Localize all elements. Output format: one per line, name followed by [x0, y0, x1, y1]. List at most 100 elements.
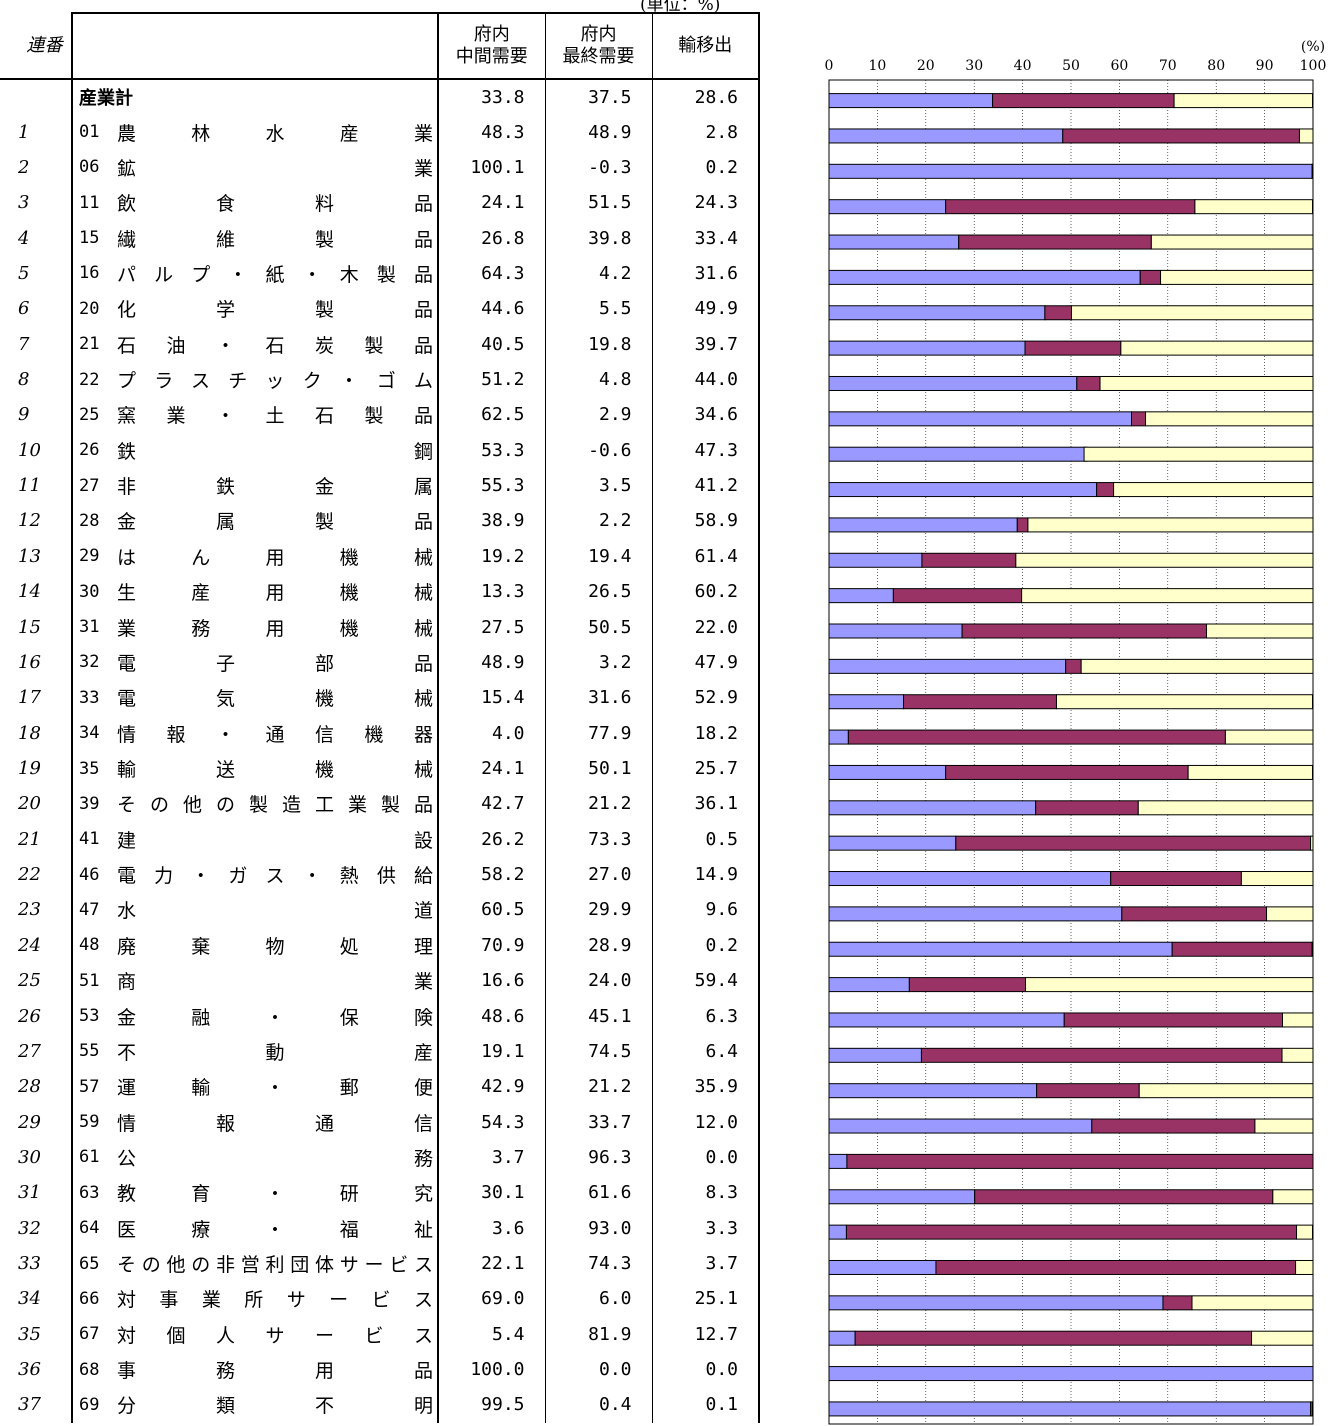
row-number: 8	[18, 369, 30, 391]
bar-segment	[828, 269, 1141, 285]
bar-segment	[903, 694, 1057, 710]
bar-segment	[828, 1401, 1312, 1417]
row-industry: 66 対事業所サービス	[71, 1281, 439, 1317]
bar-segment	[1063, 1012, 1284, 1028]
row-code: 30	[79, 581, 100, 602]
row-number: 9	[18, 404, 30, 426]
bar-segment	[1080, 658, 1314, 674]
row-number: 23	[18, 899, 41, 921]
bar-segment	[828, 764, 947, 780]
value-final: 4.8	[545, 361, 653, 398]
bar-segment	[828, 340, 1026, 356]
row-number: 18	[18, 722, 41, 744]
row-label: 廃棄物処理	[117, 935, 433, 958]
bar-segment	[1254, 1118, 1314, 1134]
value-export: 41.2	[652, 467, 760, 504]
value-final: 0.4	[545, 1387, 653, 1423]
row-number: 34	[18, 1288, 41, 1310]
bar-segment	[828, 977, 910, 993]
row-code: 22	[79, 369, 100, 390]
bar-segment	[846, 1153, 1314, 1169]
header-final-line1: 府内	[580, 24, 617, 45]
row-label: 窯業・土石製品	[117, 405, 433, 428]
row-industry: 16 パルプ・紙・木製品	[71, 255, 439, 292]
row-code: 51	[79, 970, 100, 991]
table-row: 22 46 電力・ガス・熱供給 58.2 27.0 14.9	[0, 856, 760, 893]
row-label: 生産用機械	[117, 582, 433, 605]
row-number: 7	[18, 333, 30, 355]
table-row: 26 53 金融・保険 48.6 45.1 6.3	[0, 998, 760, 1034]
row-number: 15	[18, 616, 41, 638]
bar-segment	[828, 482, 1098, 498]
row-code: 61	[79, 1147, 100, 1168]
row-number: 36	[18, 1359, 41, 1381]
bar-segment	[1120, 340, 1314, 356]
bar-segment	[1160, 269, 1314, 285]
value-final: 39.8	[545, 220, 653, 256]
row-industry: 46 電力・ガス・熱供給	[71, 856, 439, 893]
bar-segment	[1137, 800, 1314, 816]
value-intermediate: 60.5	[438, 892, 546, 928]
value-export: 34.6	[652, 397, 760, 433]
value-export: 60.2	[652, 574, 760, 610]
row-number: 28	[18, 1076, 41, 1098]
value-intermediate: 44.6	[438, 291, 546, 327]
value-export: 24.3	[652, 185, 760, 221]
value-final: 29.9	[545, 892, 653, 928]
bar-segment	[845, 1224, 1298, 1240]
row-label: 非鉄金属	[117, 476, 433, 499]
table-row: 13 29 はん用機械 19.2 19.4 61.4	[0, 538, 760, 575]
bar-segment	[854, 1330, 1253, 1346]
value-export: 14.9	[652, 856, 760, 893]
bar-segment	[828, 1047, 922, 1063]
row-code: 48	[79, 935, 100, 956]
bar-segment	[1139, 269, 1162, 285]
value-final: 73.3	[545, 821, 653, 857]
value-intermediate: 26.8	[438, 220, 546, 256]
row-label: 業務用機械	[117, 617, 433, 640]
bar-segment	[828, 93, 994, 109]
value-final: 2.2	[545, 503, 653, 539]
bar-segment	[828, 871, 1112, 887]
row-label: 対個人サービス	[117, 1324, 433, 1347]
bar-segment	[828, 446, 1088, 462]
row-number: 37	[18, 1394, 41, 1416]
bar-segment	[1131, 411, 1147, 427]
row-code: 47	[79, 899, 100, 920]
bar-segment	[828, 1012, 1065, 1028]
unit-note: (単位：%)	[640, 0, 721, 15]
value-export: 0.1	[652, 1387, 760, 1423]
row-number: 31	[18, 1182, 41, 1204]
row-industry: 48 廃棄物処理	[71, 927, 439, 963]
bar-segment	[1162, 1295, 1193, 1311]
value-export: 0.5	[652, 821, 760, 857]
bar-segment	[945, 764, 1189, 780]
table-row: 25 51 商業 16.6 24.0 59.4	[0, 962, 760, 999]
bar-segment	[1206, 623, 1314, 639]
value-intermediate: 42.9	[438, 1069, 546, 1105]
row-label: 不動産	[117, 1041, 433, 1064]
table-row: 2 06 鉱業 100.1 -0.3 0.2	[0, 149, 760, 186]
bar-segment	[1070, 305, 1314, 321]
value-intermediate: 15.4	[438, 680, 546, 716]
bar-segment	[1187, 764, 1314, 780]
table-row: 1 01 農林水産業 48.3 48.9 2.8	[0, 114, 760, 150]
bar-segment	[1282, 1012, 1314, 1028]
value-export: 0.0	[652, 1139, 760, 1176]
value-intermediate: 13.3	[438, 574, 546, 610]
row-industry: 15 繊維製品	[71, 220, 439, 256]
bar-segment	[828, 1295, 1164, 1311]
row-label: 産業計	[79, 88, 133, 110]
bar-segment	[828, 1153, 848, 1169]
x-tick-label: 10	[868, 58, 886, 74]
bar-segment	[921, 552, 1017, 568]
axis-unit-label: (%)	[1301, 39, 1325, 55]
value-final: 24.0	[545, 962, 653, 999]
row-label: 対事業所サービス	[117, 1289, 433, 1312]
table-row: 20 39 その他の製造工業製品 42.7 21.2 36.1	[0, 786, 760, 822]
bar-segment	[1240, 871, 1314, 887]
row-industry: 34 情報・通信機器	[71, 715, 439, 751]
value-intermediate: 5.4	[438, 1316, 546, 1352]
value-final: 61.6	[545, 1175, 653, 1211]
